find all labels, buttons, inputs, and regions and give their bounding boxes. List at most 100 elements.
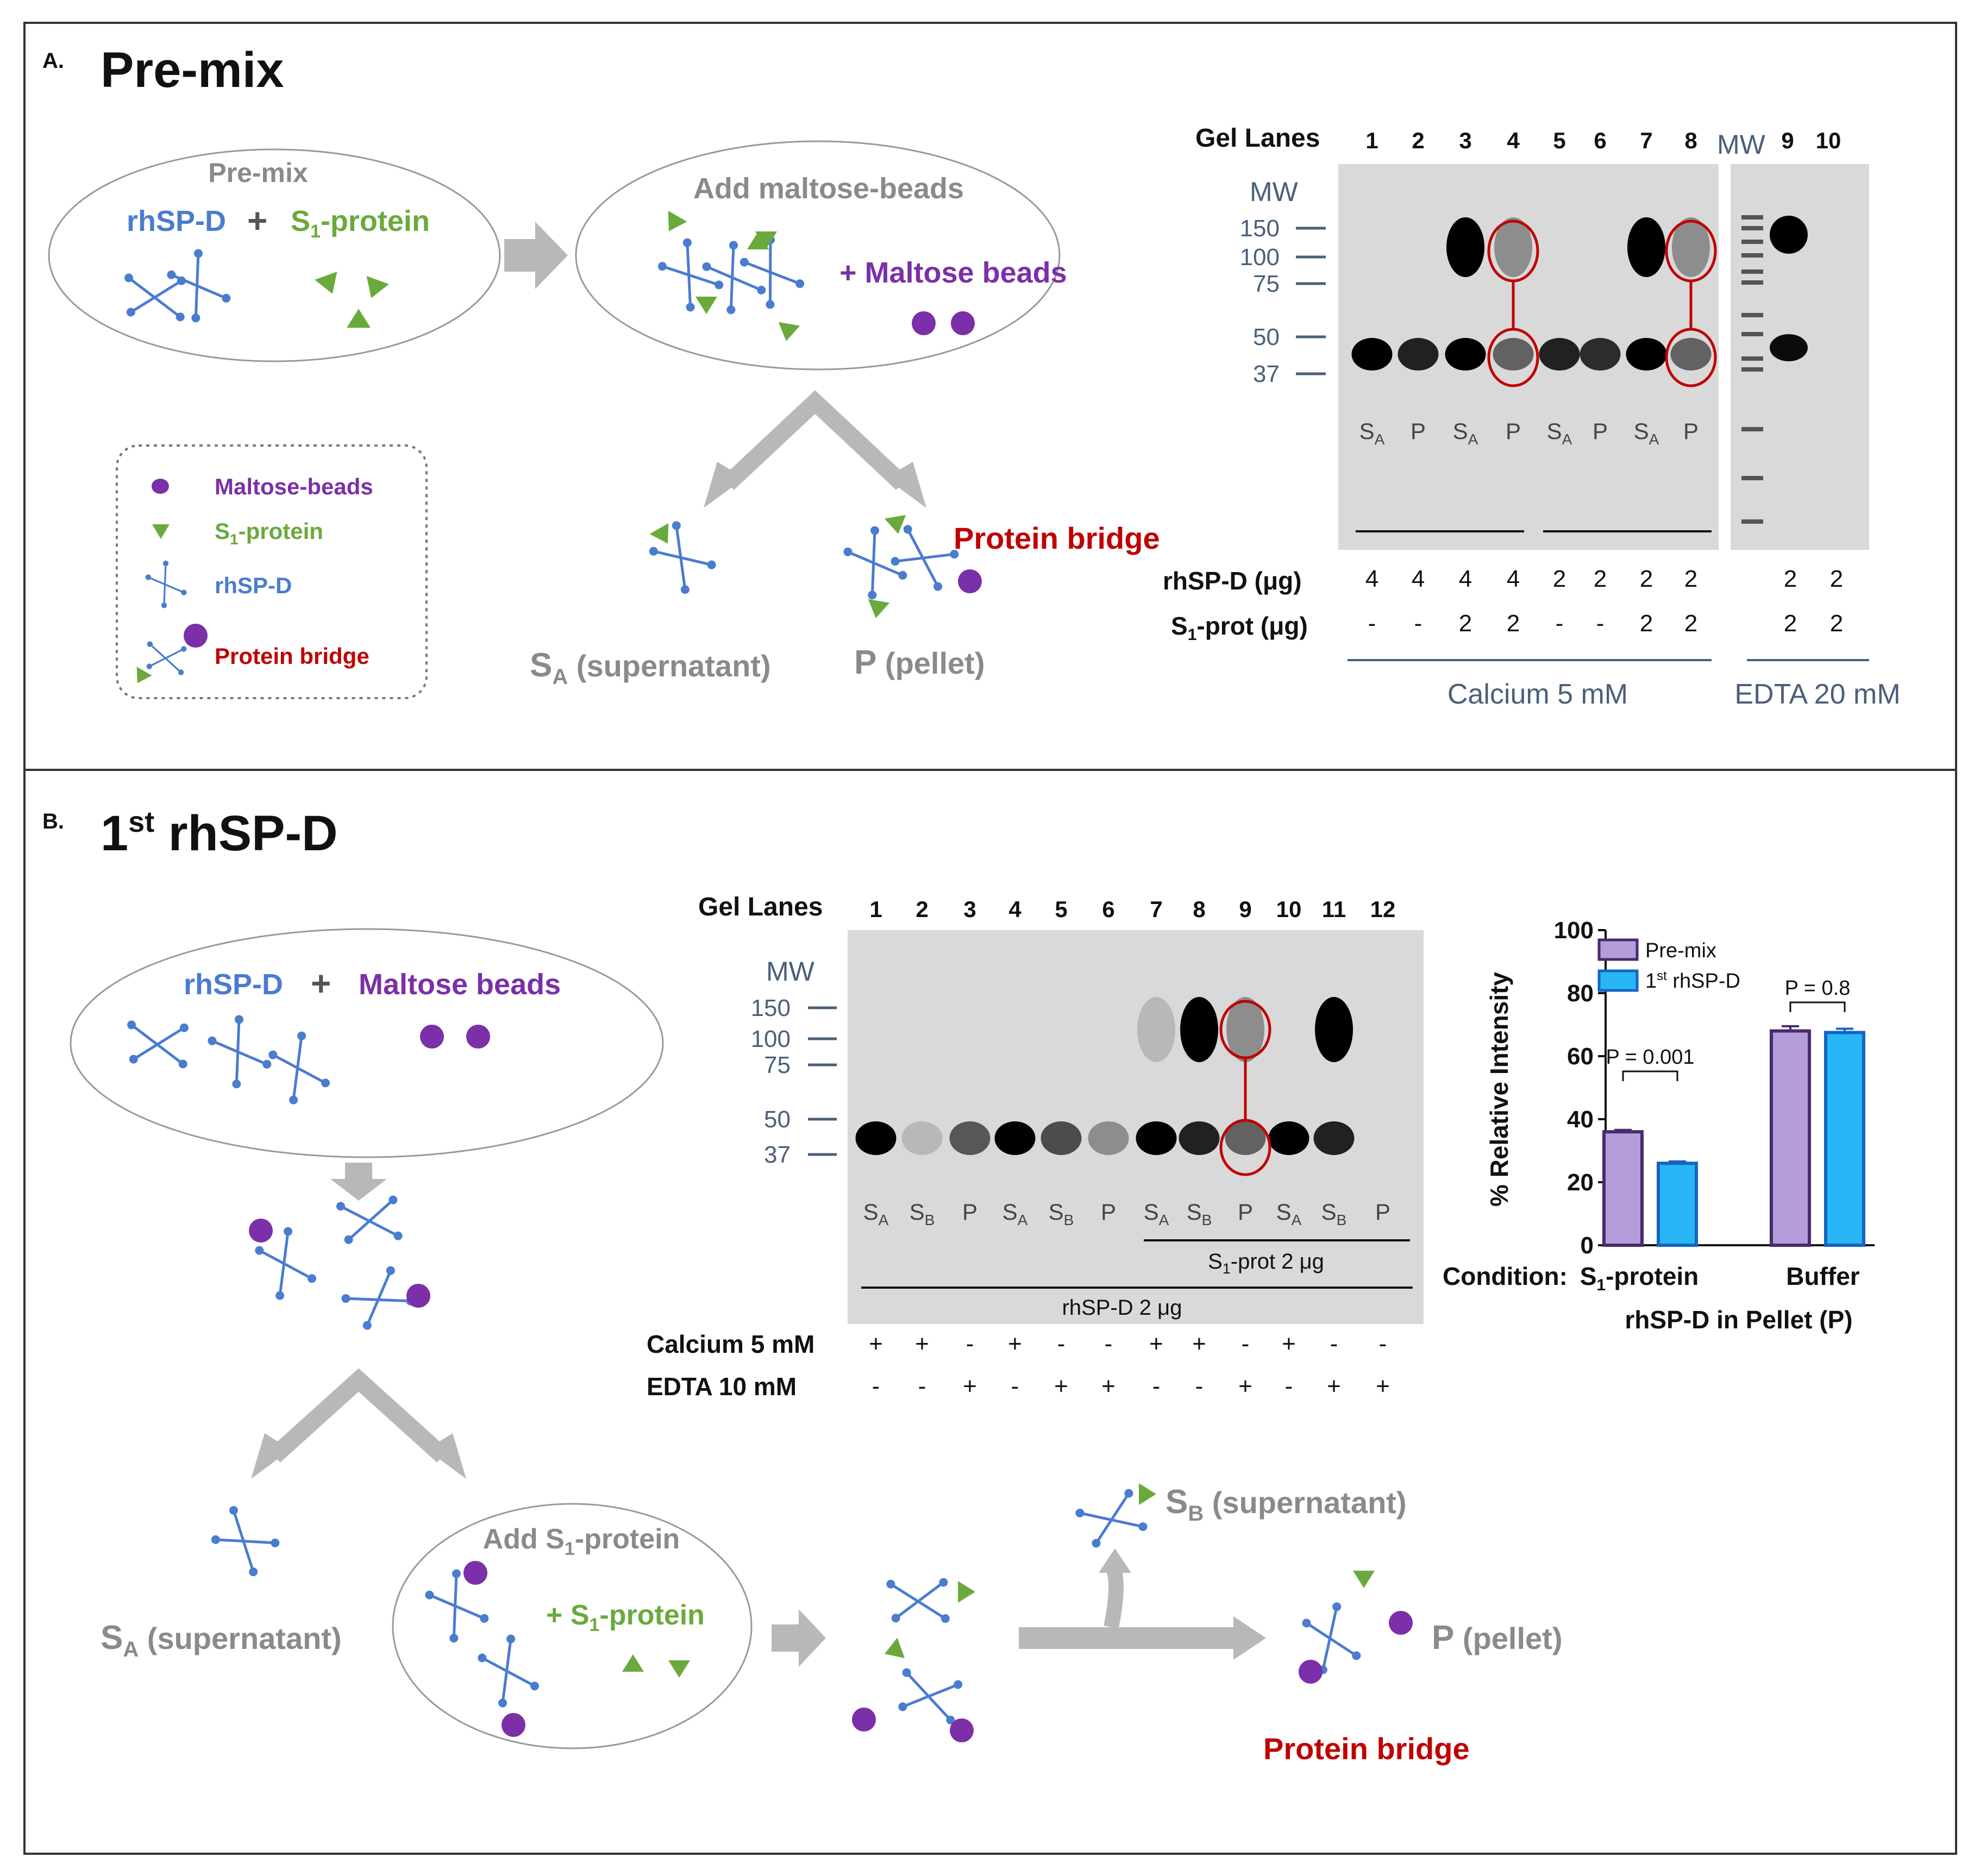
premix-rhspd-label: rhSP-D xyxy=(127,205,226,237)
gel-b-fraction: P xyxy=(1101,1199,1116,1225)
gel-b-mw-label: MW xyxy=(766,956,815,987)
legend-maltose-label: Maltose-beads xyxy=(215,474,373,499)
b-mix-molecules xyxy=(852,1578,975,1742)
significance-bracket xyxy=(1622,1070,1678,1081)
gel-ladder-band xyxy=(1741,427,1763,431)
b-start-ellipse xyxy=(70,928,664,1158)
y-tick-label: 60 xyxy=(1567,1043,1594,1070)
s1-protein-triangle xyxy=(1139,1483,1156,1505)
gel-a-fraction: P xyxy=(1506,418,1521,444)
gel-b-fraction: SA xyxy=(1276,1199,1302,1228)
arrow-down-b xyxy=(330,1163,387,1201)
gel-a-marker-label: 75 xyxy=(1253,271,1280,297)
rhspd-molecule xyxy=(898,1668,963,1724)
b-p-label: P (pellet) xyxy=(1432,1619,1562,1657)
gel-b-edta-value: + xyxy=(1327,1373,1341,1400)
s1-protein-triangle xyxy=(885,1637,905,1659)
gel-band xyxy=(1137,997,1175,1062)
gel-band xyxy=(1539,338,1580,371)
gel-band xyxy=(1626,338,1667,371)
gel-a-rhspd-value: 4 xyxy=(1365,566,1378,592)
b-rhspd-label: rhSP-D xyxy=(184,968,283,1001)
gel-band xyxy=(1180,997,1218,1062)
gel-a-fraction: SA xyxy=(1547,418,1572,448)
y-axis-label: % Relative Intensity xyxy=(1485,972,1513,1207)
arrow-right-a xyxy=(504,222,568,289)
gel-ladder-band xyxy=(1741,269,1763,274)
gel-band xyxy=(1225,1121,1266,1155)
maltose-bead xyxy=(406,1284,430,1308)
gel-b-calcium-value: + xyxy=(1282,1331,1296,1357)
gel-b-lane-numbers: 1 2 3 4 5 6 7 8 9 10 11 12 xyxy=(869,896,1395,922)
legend-bridge-label: Protein bridge xyxy=(215,643,369,669)
gel-a-rhspd-value: 2 xyxy=(1553,566,1566,592)
gel-b-marker-label: 37 xyxy=(764,1141,791,1168)
gel-ladder-band xyxy=(1741,240,1763,244)
gel-a-lane-numbers: 1 2 3 4 5 6 7 8 xyxy=(1365,128,1697,153)
gel-b-fraction: SA xyxy=(1144,1199,1169,1228)
gel-b-calcium-value: + xyxy=(1008,1331,1022,1357)
gel-band xyxy=(1770,216,1808,254)
gel-b-calcium-value: - xyxy=(966,1331,974,1357)
gel-band xyxy=(1672,217,1710,277)
gel-b-edta-value: - xyxy=(872,1373,880,1400)
gel-ladder-band xyxy=(1741,280,1763,285)
b-sa-label: SA (supernatant) xyxy=(101,1619,342,1661)
gel-a-lane-number: 4 xyxy=(1507,128,1520,153)
s1-protein-triangle xyxy=(347,309,371,328)
premix-plus: + xyxy=(247,201,267,240)
gel-a-fraction: P xyxy=(1411,418,1426,444)
s1-protein-triangle xyxy=(695,297,717,314)
legend-box xyxy=(116,444,428,699)
gel-b-calcium-value: - xyxy=(1330,1331,1338,1357)
maltose-bead xyxy=(463,1561,487,1585)
gel-band xyxy=(1226,997,1264,1062)
s1-protein-triangle xyxy=(778,322,800,341)
panel-a-title: Pre-mix xyxy=(101,42,284,98)
gel-b-edta-value: + xyxy=(963,1373,977,1400)
gel-a-fraction: P xyxy=(1593,418,1608,444)
s1-protein-triangle xyxy=(136,667,152,683)
gel-a-fraction: SA xyxy=(1634,418,1659,448)
b-sb-molecule xyxy=(1075,1483,1156,1548)
bar-chart: 0 20 40 60 80 100 % Relative Intensity P = 0.00… xyxy=(1443,917,1875,1334)
gel-a-lanes-label: Gel Lanes xyxy=(1195,124,1320,153)
maltose-bead xyxy=(912,311,936,335)
y-tick-label: 0 xyxy=(1581,1232,1594,1259)
bar-premix xyxy=(1770,1029,1811,1247)
gel-b-fraction-labels: SA SB P SA SB P SA SB P SA SB P xyxy=(863,1199,1390,1228)
rhspd-molecule xyxy=(127,1020,189,1069)
gel-b-calcium-value: - xyxy=(1105,1331,1113,1357)
rhspd-molecule xyxy=(341,1266,415,1330)
gel-b-edta-label: EDTA 10 mM xyxy=(647,1372,797,1401)
gel-a-lane-number: 5 xyxy=(1553,128,1565,153)
gel-b-edta-value: - xyxy=(1195,1373,1204,1400)
b-sa-molecule xyxy=(211,1506,280,1577)
significance-bracket xyxy=(1789,1001,1846,1012)
gel-a-rhspd-values: 4 4 4 4 2 2 2 2 2 2 xyxy=(1365,566,1843,592)
gel-a-lane-9: 9 xyxy=(1781,128,1794,153)
arrow-right-b2 xyxy=(1019,1548,1266,1660)
s1-protein-triangle xyxy=(747,232,769,249)
gel-a-rhspd-value: 4 xyxy=(1507,566,1520,592)
premix-s1-label: S1-protein xyxy=(291,205,430,242)
gel-band xyxy=(1493,338,1534,371)
gel-b-lane-number: 1 xyxy=(869,896,882,922)
gel-a-marker-label: 100 xyxy=(1240,244,1280,271)
gel-b-fraction: P xyxy=(962,1199,977,1225)
protein-bridge-label-a: Protein bridge xyxy=(954,521,1160,555)
gel-b-fraction: SB xyxy=(1049,1199,1074,1228)
gel-b-lane-number: 6 xyxy=(1102,896,1114,922)
x-category-label: S1-protein xyxy=(1580,1262,1699,1294)
split-arrow-b xyxy=(251,1368,466,1479)
gel-band xyxy=(1179,1121,1220,1155)
gel-b-edta-value: - xyxy=(1152,1373,1161,1400)
rhspd-molecule xyxy=(146,641,187,675)
gel-b-bands xyxy=(855,997,1355,1176)
s1-protein-triangle xyxy=(668,1660,690,1678)
gel-band xyxy=(1136,1121,1177,1155)
gel-b-calcium-label: Calcium 5 mM xyxy=(647,1330,814,1358)
gel-band xyxy=(1268,1121,1309,1155)
